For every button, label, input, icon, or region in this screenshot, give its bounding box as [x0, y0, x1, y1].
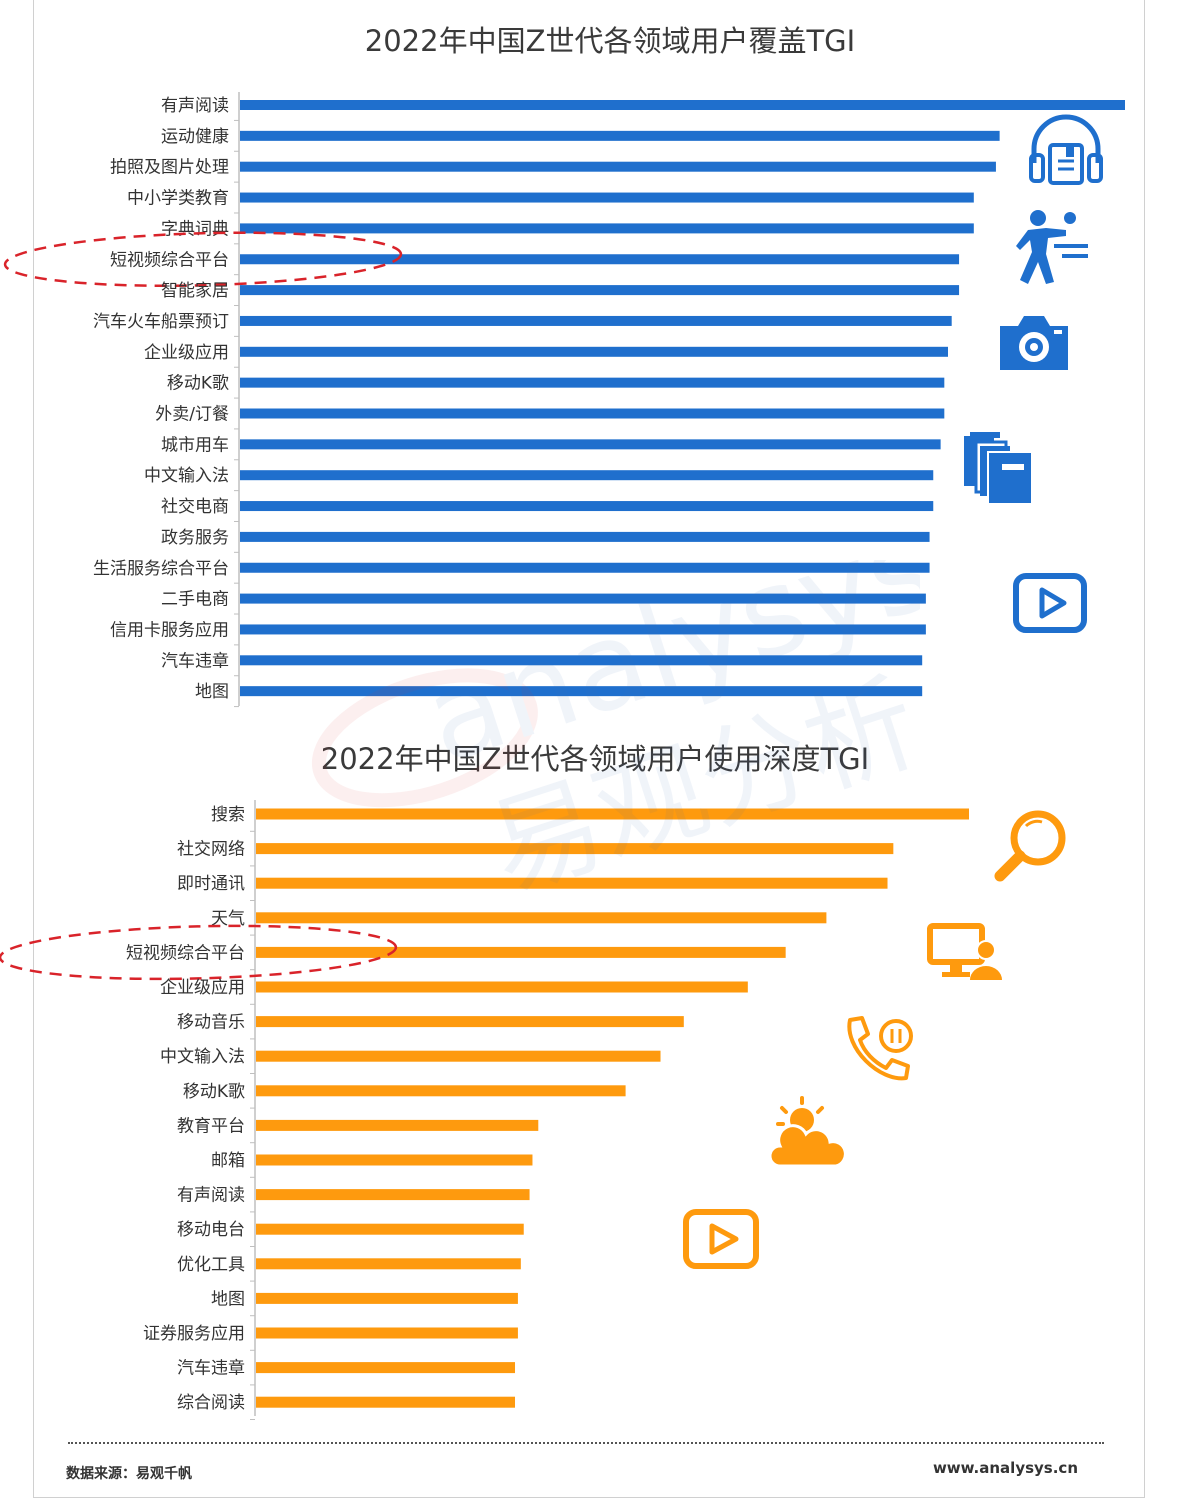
depth-category-label: 企业级应用	[160, 978, 245, 998]
coverage-category-label: 短视频综合平台	[110, 250, 229, 270]
books-icon	[964, 432, 1033, 505]
coverage-category-label: 社交电商	[161, 497, 229, 517]
depth-category-label: 移动音乐	[177, 1013, 245, 1033]
headphones-book-icon	[1029, 114, 1103, 185]
coverage-bar	[240, 439, 941, 450]
depth-bar	[256, 1327, 518, 1339]
page-frame	[33, 0, 1145, 1498]
depth-bar	[256, 1292, 518, 1304]
depth-bar	[256, 1085, 626, 1097]
depth-category-label: 移动K歌	[183, 1082, 245, 1102]
coverage-bar	[240, 223, 974, 234]
depth-bar	[256, 1154, 533, 1166]
coverage-bar	[240, 531, 930, 542]
coverage-bar	[240, 285, 960, 296]
chart1-title: 2022年中国Z世代各领域用户覆盖TGI	[364, 24, 856, 58]
coverage-category-label: 信用卡服务应用	[110, 620, 229, 640]
depth-bar	[256, 843, 894, 855]
coverage-bar	[240, 470, 934, 481]
phone-call-icon	[847, 1016, 913, 1081]
depth-category-label: 优化工具	[177, 1255, 245, 1275]
coverage-category-label: 有声阅读	[161, 96, 229, 116]
coverage-category-label: 拍照及图片处理	[110, 158, 229, 178]
coverage-category-label: 政务服务	[161, 528, 229, 548]
depth-bar	[256, 1050, 661, 1062]
coverage-category-label: 移动K歌	[167, 374, 229, 394]
depth-category-label: 综合阅读	[177, 1393, 245, 1413]
depth-bar	[256, 912, 827, 924]
coverage-category-label: 地图	[195, 682, 229, 702]
coverage-category-label: 汽车违章	[161, 651, 229, 671]
camera-icon	[1000, 316, 1068, 370]
coverage-category-label: 二手电商	[161, 590, 229, 610]
coverage-bar	[240, 346, 948, 357]
depth-category-label: 证券服务应用	[143, 1324, 245, 1344]
depth-bar	[256, 1223, 524, 1235]
depth-bar	[256, 1016, 684, 1028]
depth-bar	[256, 1258, 521, 1270]
depth-bar	[256, 1362, 516, 1374]
coverage-bar	[240, 501, 934, 512]
coverage-category-label: 运动健康	[161, 127, 229, 147]
depth-bar	[256, 1396, 516, 1408]
coverage-category-label: 汽车火车船票预订	[93, 312, 229, 332]
table-tennis-icon	[1016, 210, 1088, 284]
coverage-category-label: 企业级应用	[144, 343, 229, 363]
video-play-icon	[1013, 573, 1087, 633]
coverage-category-label: 中小学类教育	[127, 189, 229, 209]
depth-category-label: 短视频综合平台	[126, 943, 245, 963]
coverage-bar	[240, 624, 926, 635]
coverage-tgi-chart: 有声阅读运动健康拍照及图片处理中小学类教育字典词典短视频综合平台智能家居汽车火车…	[3, 92, 1125, 708]
coverage-bar	[240, 161, 996, 172]
video-play-icon	[683, 1209, 759, 1269]
depth-category-label: 有声阅读	[177, 1186, 245, 1206]
depth-category-label: 邮箱	[211, 1151, 245, 1171]
depth-bar	[256, 1119, 539, 1131]
coverage-bar	[240, 593, 926, 604]
coverage-bar	[240, 655, 923, 666]
depth-category-label: 即时通讯	[177, 874, 245, 894]
coverage-bar	[240, 686, 923, 697]
weather-icon	[770, 1096, 847, 1168]
coverage-bar	[240, 408, 945, 419]
depth-bar	[256, 1189, 530, 1201]
source-divider	[68, 1442, 1104, 1444]
data-source: 数据来源：易观千帆	[66, 1466, 192, 1482]
depth-highlight-ellipse	[0, 924, 398, 981]
depth-category-label: 地图	[211, 1289, 245, 1309]
coverage-bar	[240, 377, 945, 388]
depth-category-label: 教育平台	[177, 1116, 245, 1136]
chart2-title: 2022年中国Z世代各领域用户使用深度TGI	[320, 742, 870, 776]
coverage-category-label: 城市用车	[161, 435, 229, 455]
coverage-category-label: 生活服务综合平台	[93, 559, 229, 579]
depth-category-label: 移动电台	[177, 1220, 245, 1240]
coverage-bar	[240, 315, 952, 326]
coverage-category-label: 中文输入法	[144, 466, 229, 486]
depth-tgi-chart: 搜索社交网络即时通讯天气短视频综合平台企业级应用移动音乐中文输入法移动K歌教育平…	[0, 800, 969, 1420]
coverage-category-label: 外卖/订餐	[155, 405, 229, 425]
depth-bar	[256, 946, 786, 958]
coverage-bar	[240, 100, 1125, 110]
depth-bar	[256, 877, 888, 889]
magnifier-icon	[994, 810, 1066, 882]
coverage-bar	[240, 254, 960, 265]
coverage-bar	[240, 192, 974, 203]
depth-category-label: 天气	[211, 909, 245, 929]
depth-category-label: 中文输入法	[160, 1047, 245, 1067]
depth-category-label: 搜索	[211, 805, 245, 825]
coverage-highlight-ellipse	[3, 231, 403, 288]
coverage-bar	[240, 130, 1000, 141]
depth-category-label: 汽车违章	[177, 1359, 245, 1379]
coverage-category-label: 智能家居	[161, 281, 229, 301]
depth-bar	[256, 808, 969, 820]
depth-category-label: 社交网络	[177, 840, 245, 860]
coverage-bar	[240, 562, 930, 573]
depth-bar	[256, 981, 748, 993]
site-url: www.analysys.cn	[932, 1459, 1078, 1477]
monitor-user-icon	[927, 923, 1002, 980]
